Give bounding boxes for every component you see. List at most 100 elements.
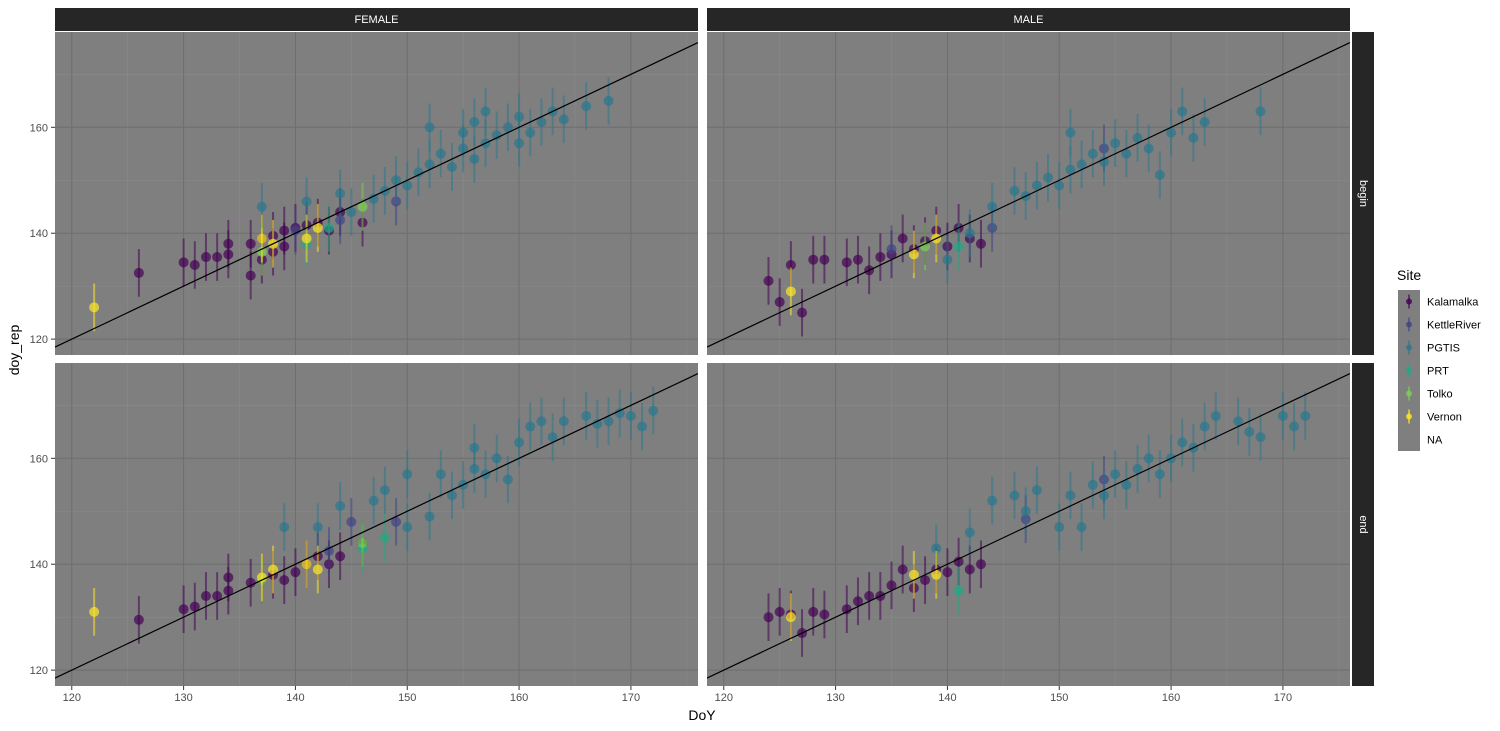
data-point-pgtis — [931, 543, 942, 554]
column-strip-male — [707, 8, 1350, 31]
data-point-pgtis — [603, 95, 614, 106]
data-point-pgtis — [1154, 169, 1165, 180]
data-point-pgtis — [335, 188, 346, 199]
data-point-pgtis — [424, 159, 435, 170]
data-point-vernon — [785, 286, 796, 297]
data-point-pgtis — [581, 410, 592, 421]
data-point-kalamalka — [852, 254, 863, 265]
data-point-pgtis — [987, 495, 998, 506]
data-point-pgtis — [424, 122, 435, 133]
data-point-kalamalka — [189, 601, 200, 612]
data-point-pgtis — [547, 432, 558, 443]
data-point-pgtis — [1020, 506, 1031, 517]
data-point-pgtis — [458, 127, 469, 138]
legend-title: Site — [1397, 267, 1421, 283]
legend-label: PRT — [1427, 366, 1449, 378]
y-tick-label: 140 — [30, 228, 48, 240]
data-point-pgtis — [964, 527, 975, 538]
data-point-pgtis — [592, 418, 603, 429]
data-point-pgtis — [391, 175, 402, 186]
data-point-kalamalka — [200, 590, 211, 601]
x-tick-label: 160 — [510, 692, 528, 704]
data-point-pgtis — [581, 101, 592, 112]
y-axis-title: doy_rep — [6, 324, 22, 375]
identity-line — [707, 373, 1350, 679]
data-point-pgtis — [1031, 485, 1042, 496]
y-tick-label: 140 — [30, 559, 48, 571]
data-point-vernon — [908, 569, 919, 580]
data-point-pgtis — [514, 111, 525, 122]
panel-data — [55, 373, 698, 679]
legend-label: Vernon — [1427, 412, 1462, 424]
identity-line — [55, 373, 698, 679]
data-point-pgtis — [469, 154, 480, 165]
legend-label: NA — [1427, 435, 1443, 447]
data-point-vernon — [268, 564, 279, 575]
data-point-pgtis — [625, 410, 636, 421]
data-point-pgtis — [603, 416, 614, 427]
data-point-pgtis — [558, 114, 569, 125]
data-point-pgtis — [1199, 421, 1210, 432]
data-point-kalamalka — [212, 252, 223, 263]
legend-label: PGTIS — [1427, 343, 1460, 355]
data-point-kalamalka — [279, 225, 290, 236]
axes: 120 130 140 150 160 170 120 130 140 150 160 170 120 1… — [30, 122, 1292, 704]
x-tick-label: 130 — [174, 692, 192, 704]
data-point-pgtis — [1143, 453, 1154, 464]
data-point-kalamalka — [819, 609, 830, 620]
data-point-pgtis — [964, 228, 975, 239]
y-tick-label: 120 — [30, 665, 48, 677]
data-point-vernon — [301, 559, 312, 570]
row-strip-begin — [1352, 32, 1374, 355]
x-axis-title: DoY — [688, 707, 716, 723]
data-point-pgtis — [514, 437, 525, 448]
data-point-pgtis — [1065, 164, 1076, 175]
data-point-kalamalka — [797, 307, 808, 318]
data-point-kalamalka — [819, 254, 830, 265]
y-tick-label: 160 — [30, 453, 48, 465]
data-point-kalamalka — [290, 567, 301, 578]
identity-line — [707, 42, 1350, 348]
legend-label: KettleRiver — [1427, 320, 1481, 332]
data-point-kalamalka — [964, 564, 975, 575]
data-point-kalamalka — [920, 575, 931, 586]
data-point-pgtis — [1199, 117, 1210, 128]
data-point-pgtis — [1087, 148, 1098, 159]
data-point-pgtis — [491, 130, 502, 141]
panel-female-begin — [55, 32, 698, 355]
legend-key-point — [1406, 413, 1412, 420]
data-point-kalamalka — [763, 612, 774, 623]
data-point-pgtis — [346, 207, 357, 218]
data-point-kettleriver — [290, 225, 301, 236]
data-point-pgtis — [301, 196, 312, 207]
data-point-pgtis — [368, 193, 379, 204]
panel-background — [55, 363, 698, 686]
data-point-pgtis — [514, 138, 525, 149]
data-point-tolko — [357, 538, 368, 549]
panel-male-end — [707, 363, 1350, 686]
data-point-kalamalka — [953, 556, 964, 567]
data-point-pgtis — [1087, 479, 1098, 490]
data-point-pgtis — [1143, 143, 1154, 154]
data-point-vernon — [301, 233, 312, 244]
data-point-kalamalka — [975, 238, 986, 249]
legend-key-point — [1406, 344, 1412, 351]
data-point-pgtis — [402, 469, 413, 480]
legend-key-point — [1406, 367, 1412, 374]
x-tick-label: 170 — [622, 692, 640, 704]
x-tick-label: 170 — [1274, 692, 1292, 704]
data-point-pgtis — [1098, 490, 1109, 501]
data-point-pgtis — [1121, 148, 1132, 159]
data-point-kalamalka — [841, 257, 852, 268]
data-point-pgtis — [1065, 127, 1076, 138]
data-point-pgtis — [1188, 132, 1199, 143]
data-point-kettleriver — [346, 516, 357, 527]
data-point-kalamalka — [897, 233, 908, 244]
data-point-vernon — [256, 572, 267, 583]
data-point-kalamalka — [774, 606, 785, 617]
data-point-pgtis — [379, 485, 390, 496]
x-tick-label: 120 — [63, 692, 81, 704]
data-point-pgtis — [1009, 185, 1020, 196]
data-point-pgtis — [502, 122, 513, 133]
